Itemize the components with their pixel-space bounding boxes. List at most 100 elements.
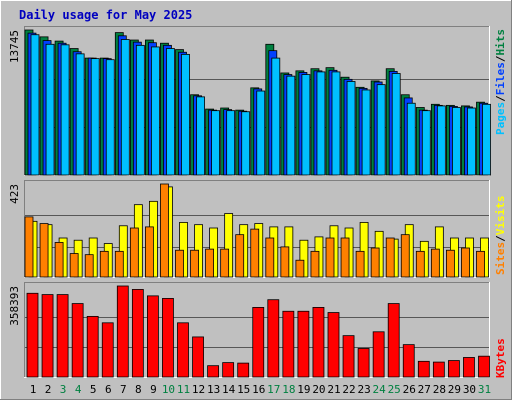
day-label: 24 [373,383,387,396]
sites-bar [325,237,335,278]
sites-bar [84,254,94,278]
pages-bar [361,89,371,176]
day-label: 15 [237,383,250,396]
kbytes-bar [177,322,189,378]
y-max-label: 13745 [8,30,21,63]
kbytes-bar [56,294,69,378]
sites-bar [445,249,455,278]
legend-sep: / [494,55,507,62]
pages-bar [436,105,446,176]
sites-bar [39,223,49,278]
pages-bar [120,39,130,176]
kbytes-bar [192,336,204,378]
y-axis-labels: 13745 423 358393 [8,30,21,326]
legend-pages: Pages [494,102,507,135]
day-label: 25 [388,383,401,396]
kbytes-bar [463,357,475,378]
pages-bar [286,75,296,176]
pages-bar [271,57,281,176]
pages-bar [451,107,461,176]
sites-bar [340,237,350,278]
sites-bar [310,250,320,278]
kbytes-bar [116,285,129,378]
day-label: 6 [105,383,112,396]
chart-title: Daily usage for May 2025 [19,8,192,22]
day-label: 20 [312,383,325,396]
day-label: 30 [463,383,476,396]
kbytes-bar [402,344,415,378]
sites-bar [430,248,440,278]
sites-bar [144,226,154,278]
day-label: 21 [327,383,340,396]
kbytes-bar [267,299,280,378]
sites-bar [54,242,64,278]
sites-bar [385,237,395,278]
sites-bar [400,234,410,278]
kbytes-bar [387,303,400,378]
day-label: 29 [448,383,461,396]
sites-bar [220,248,230,278]
legend-sep: / [494,235,507,242]
sites-bar [160,183,169,278]
pages-bar [166,48,175,176]
pages-bar [346,81,356,176]
day-label: 8 [135,383,142,396]
kbytes-bar [71,303,84,378]
legend-volume: KBytes [494,338,507,378]
sites-bar [461,247,470,278]
pages-bar [301,74,311,176]
kbytes-bar [146,295,159,378]
pages-bar [482,103,491,176]
kbytes-bar [222,362,235,378]
day-label: 18 [282,383,295,396]
kbytes-bar [282,310,295,378]
legend-visitors: Sites/Visits [494,196,507,276]
pages-bar [331,71,341,176]
day-label: 22 [342,383,355,396]
sites-bar [250,228,260,278]
kbytes-bar [237,362,250,378]
pages-bar [90,58,100,176]
kbytes-bar [101,322,114,378]
y-max-label: 358393 [8,286,21,326]
sites-bar [370,247,380,278]
kbytes-bar [327,312,340,378]
pages-bar [241,111,251,176]
sites-bar [280,246,290,278]
sites-bar [190,249,199,278]
pages-bar [376,84,386,176]
pages-bar [196,96,205,176]
day-label: 3 [60,383,67,396]
legend-sep: / [494,95,507,102]
pages-bar [256,90,266,176]
kbytes-bar [357,348,370,378]
sites-bar [175,249,184,278]
sites-bar [235,234,245,278]
kbytes-bar [26,292,39,378]
kbytes-bar [417,360,430,378]
day-label: 23 [357,383,370,396]
pages-bar [30,34,40,176]
sites-bar [129,227,139,278]
day-label: 9 [150,383,157,396]
kbytes-bar [207,365,220,378]
kbytes-bar [297,310,310,378]
pages-bar [421,110,431,176]
sites-bar [69,253,79,278]
day-label: 31 [478,383,491,396]
day-label: 28 [433,383,446,396]
pages-bar [316,71,326,176]
kbytes-bar [372,331,385,378]
pages-bar [391,73,401,176]
y-max-label: 423 [8,184,21,204]
pages-bar [406,102,416,176]
sites-bar [99,250,109,278]
sites-bar [114,250,124,278]
kbytes-bar [312,307,325,378]
bars [24,29,491,378]
day-label: 2 [45,383,52,396]
legend-sites: Sites [494,242,507,275]
day-label: 10 [162,383,175,396]
